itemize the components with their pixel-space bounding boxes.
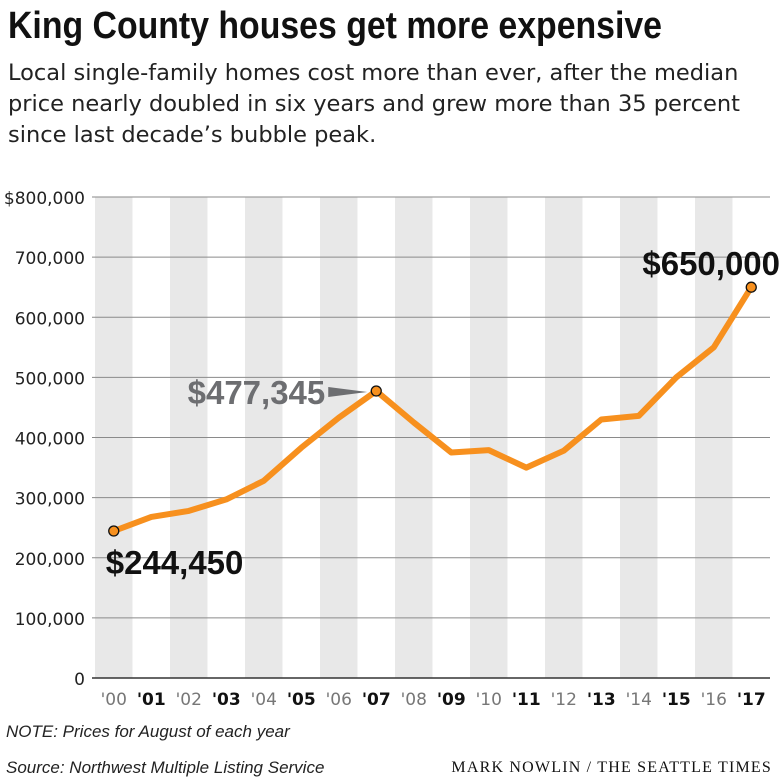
annotations: $244,450 $477,345 $650,000 bbox=[106, 245, 780, 581]
x-tick-label: '05 bbox=[287, 690, 316, 710]
y-tick-label: 200,000 bbox=[15, 550, 85, 570]
y-tick-label: 600,000 bbox=[15, 309, 85, 329]
y-axis-tick-labels: 0 100,000 200,000 300,000 400,000 500,000 600,… bbox=[4, 189, 85, 690]
chart-subtitle: Local single-family homes cost more than… bbox=[8, 58, 778, 151]
data-point-marker bbox=[370, 385, 382, 397]
y-tick-label: 400,000 bbox=[15, 430, 85, 450]
data-label: $650,000 bbox=[642, 245, 780, 282]
x-tick-label: '02 bbox=[176, 690, 202, 710]
x-tick-label: '13 bbox=[587, 690, 616, 710]
gridlines bbox=[92, 196, 770, 679]
y-tick-label: 500,000 bbox=[15, 369, 85, 389]
y-tick-label: 300,000 bbox=[15, 490, 85, 510]
x-tick-label: '15 bbox=[662, 690, 691, 710]
data-point-marker bbox=[108, 525, 120, 537]
callout-pointer bbox=[328, 386, 368, 397]
series-line bbox=[110, 284, 755, 534]
chart-note: NOTE: Prices for August of each year bbox=[6, 722, 290, 741]
data-label: $244,450 bbox=[106, 544, 244, 581]
x-tick-label: '17 bbox=[737, 690, 766, 710]
x-tick-label: '00 bbox=[101, 690, 127, 710]
x-tick-label: '03 bbox=[212, 690, 241, 710]
x-tick-label: '06 bbox=[326, 690, 352, 710]
x-tick-label: '10 bbox=[476, 690, 502, 710]
x-tick-label: '11 bbox=[512, 690, 541, 710]
x-tick-label: '14 bbox=[626, 690, 652, 710]
chart-source: Source: Northwest Multiple Listing Servi… bbox=[6, 758, 325, 777]
x-tick-label: '01 bbox=[137, 690, 166, 710]
x-tick-label: '16 bbox=[701, 690, 727, 710]
chart-title: King County houses get more expensive bbox=[8, 5, 662, 47]
chart-credit: MARK NOWLIN / THE SEATTLE TIMES bbox=[451, 759, 772, 776]
x-tick-label: '04 bbox=[251, 690, 277, 710]
y-tick-label: 700,000 bbox=[15, 249, 85, 269]
x-tick-label: '08 bbox=[401, 690, 427, 710]
subtitle-line-3: since last decade’s bubble peak. bbox=[8, 122, 377, 148]
x-axis-tick-labels: '00 '01 '02 '03 '04 '05 '06 '07 '08 '09 '10 '11 '12 '… bbox=[101, 690, 766, 710]
y-tick-label: 0 bbox=[74, 670, 85, 690]
x-tick-label: '12 bbox=[551, 690, 577, 710]
x-tick-label: '09 bbox=[437, 690, 466, 710]
x-tick-label: '07 bbox=[362, 690, 391, 710]
y-tick-label: $800,000 bbox=[4, 189, 85, 209]
subtitle-line-2: price nearly doubled in six years and gr… bbox=[8, 91, 740, 117]
data-label: $477,345 bbox=[188, 374, 326, 411]
subtitle-line-1: Local single-family homes cost more than… bbox=[8, 60, 739, 86]
y-tick-label: 100,000 bbox=[15, 610, 85, 630]
data-point-marker bbox=[745, 281, 757, 293]
series-median-price bbox=[110, 284, 755, 534]
